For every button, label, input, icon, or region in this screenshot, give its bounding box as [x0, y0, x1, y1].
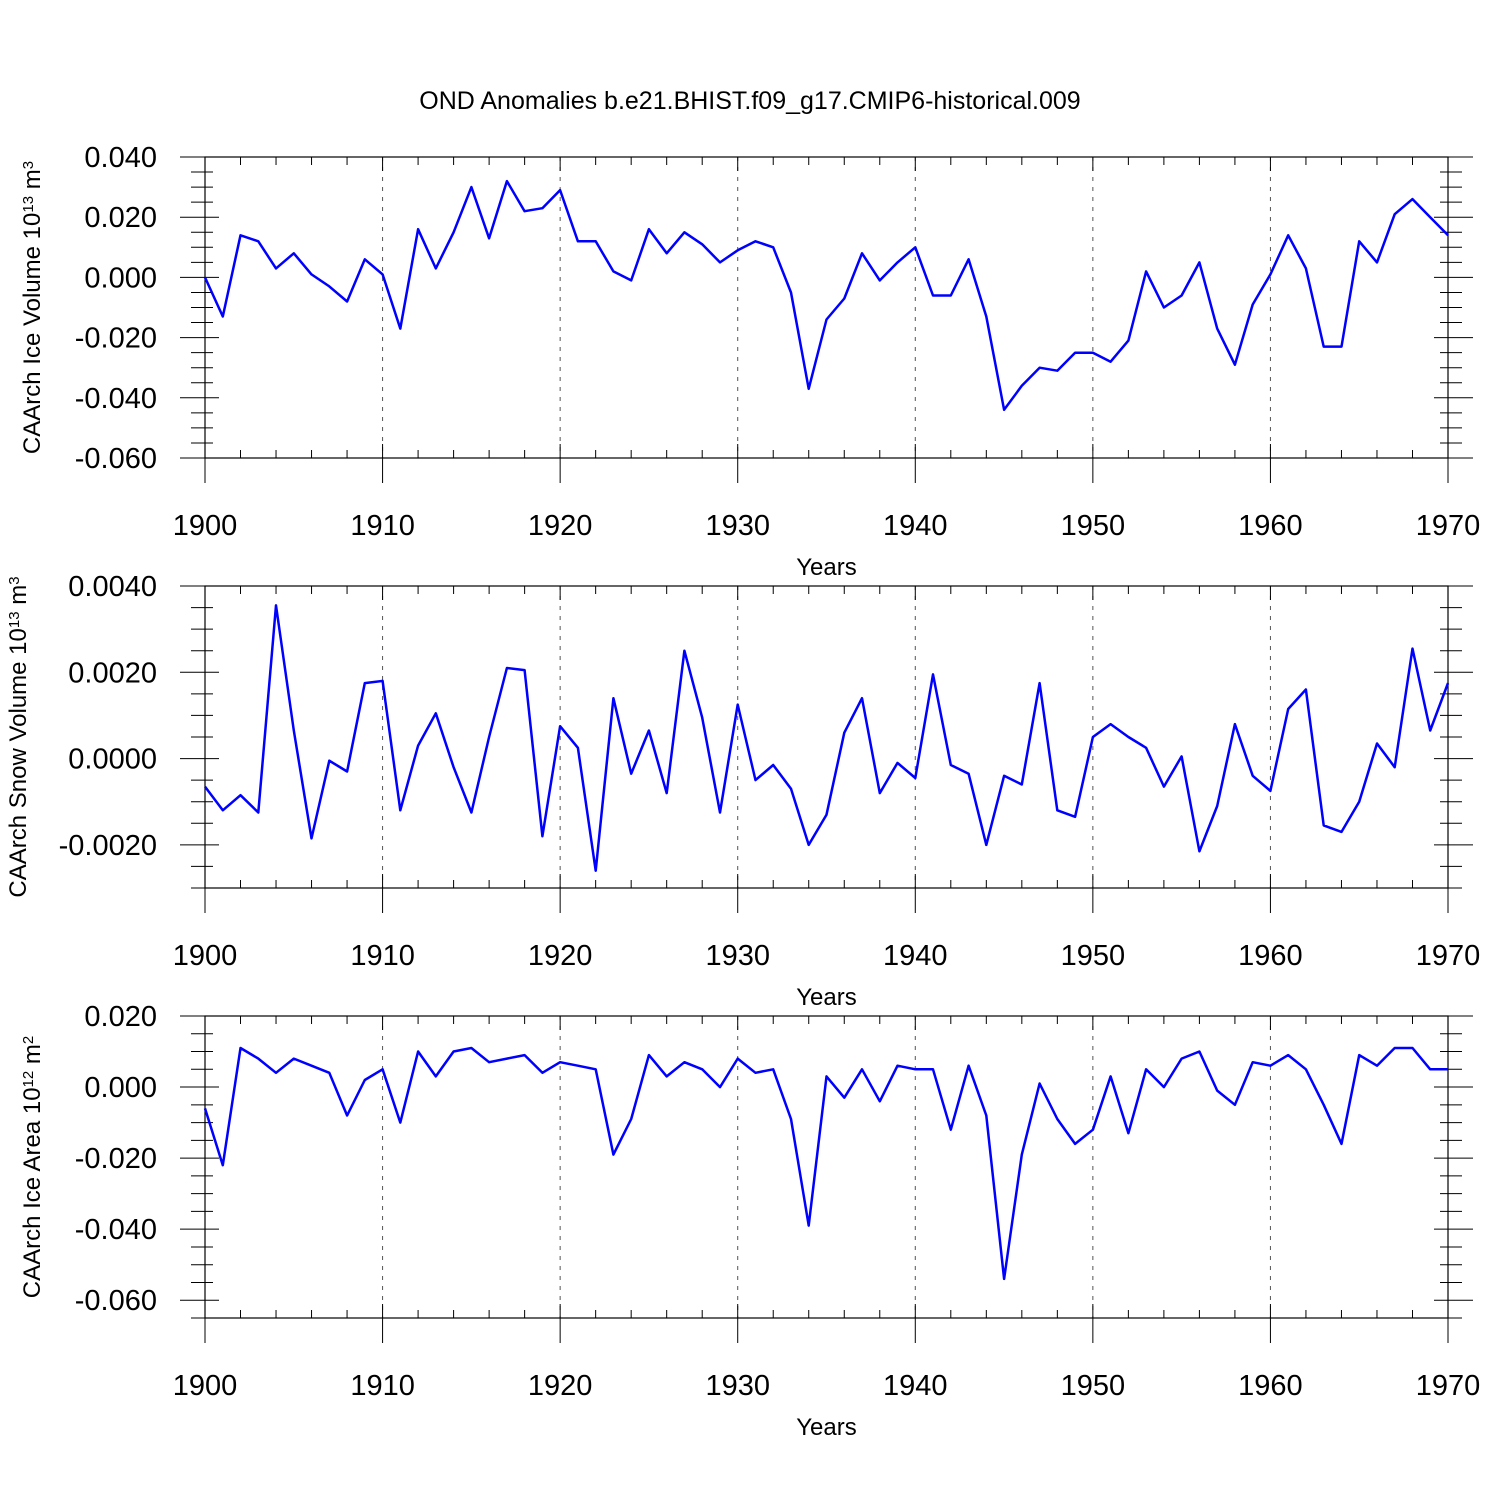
x-tick-label: 1960: [1238, 510, 1303, 542]
y-tick-label: -0.040: [75, 383, 157, 415]
y-tick-label: 0.000: [84, 1072, 157, 1104]
y-tick-label: 0.040: [84, 142, 157, 174]
series-line-ice-area: [203, 1046, 1448, 1281]
plot-frame: [204, 1015, 1449, 1319]
series-line-snow-volume: [204, 604, 1450, 872]
y-tick-label: -0.020: [75, 1143, 157, 1175]
x-tick-label: 1920: [528, 510, 593, 542]
y-tick-label: 0.020: [84, 202, 157, 234]
x-tick-label: 1970: [1416, 940, 1481, 972]
x-axis-label: Years: [796, 984, 857, 1011]
x-tick-label: 1930: [705, 940, 770, 972]
y-axis-label: CAArch Ice Area 1012 m2: [19, 1036, 46, 1298]
x-tick-label: 1900: [173, 510, 238, 542]
series-line-ice-volume: [203, 179, 1449, 412]
x-tick-label: 1970: [1416, 510, 1481, 542]
x-tick-label: 1940: [883, 940, 948, 972]
y-tick-label: -0.060: [75, 1285, 157, 1317]
panel-ice-volume: 0.040 0.020 0.000 -0.020 -0.040 -0.060 1900 191…: [19, 142, 1480, 581]
panel-ice-area: 0.020 0.000 -0.020 -0.040 -0.060 1900 1910 1920…: [19, 1001, 1480, 1441]
y-tick-label: -0.020: [75, 323, 157, 355]
x-tick-label: 1930: [705, 1370, 770, 1402]
y-tick-label: 0.0020: [68, 657, 157, 689]
x-axis-label: Years: [796, 554, 857, 581]
x-tick-label: 1950: [1061, 940, 1126, 972]
x-tick-label: 1920: [528, 1370, 593, 1402]
y-tick-label: -0.060: [75, 443, 157, 475]
x-tick-label: 1960: [1238, 1370, 1303, 1402]
y-tick-label: -0.040: [75, 1214, 157, 1246]
x-tick-label: 1910: [350, 940, 415, 972]
x-tick-label: 1970: [1416, 1370, 1481, 1402]
x-tick-label: 1950: [1061, 1370, 1126, 1402]
x-tick-label: 1950: [1061, 510, 1126, 542]
y-axis-label: CAArch Ice Volume 1013 m3: [19, 161, 46, 454]
x-tick-label: 1910: [350, 510, 415, 542]
x-tick-label: 1900: [173, 940, 238, 972]
x-tick-label: 1910: [350, 1370, 415, 1402]
x-tick-label: 1930: [705, 510, 770, 542]
y-tick-label: 0.020: [84, 1001, 157, 1033]
y-tick-label: 0.000: [84, 262, 157, 294]
x-tick-label: 1940: [883, 1370, 948, 1402]
x-tick-label: 1940: [883, 510, 948, 542]
y-tick-label: 0.0000: [68, 744, 157, 776]
x-axis-label: Years: [796, 1414, 857, 1441]
x-tick-label: 1920: [528, 940, 593, 972]
y-tick-label: 0.0040: [68, 571, 157, 603]
panel-snow-volume: 0.0040 0.0020 0.0000 -0.0020 1900 1910 1920 193…: [5, 571, 1480, 1011]
x-tick-label: 1960: [1238, 940, 1303, 972]
y-axis-label: CAArch Snow Volume 1013 m3: [5, 576, 32, 897]
y-tick-label: -0.0020: [59, 830, 157, 862]
x-tick-label: 1900: [173, 1370, 238, 1402]
chart-title: OND Anomalies b.e21.BHIST.f09_g17.CMIP6-…: [419, 87, 1080, 115]
